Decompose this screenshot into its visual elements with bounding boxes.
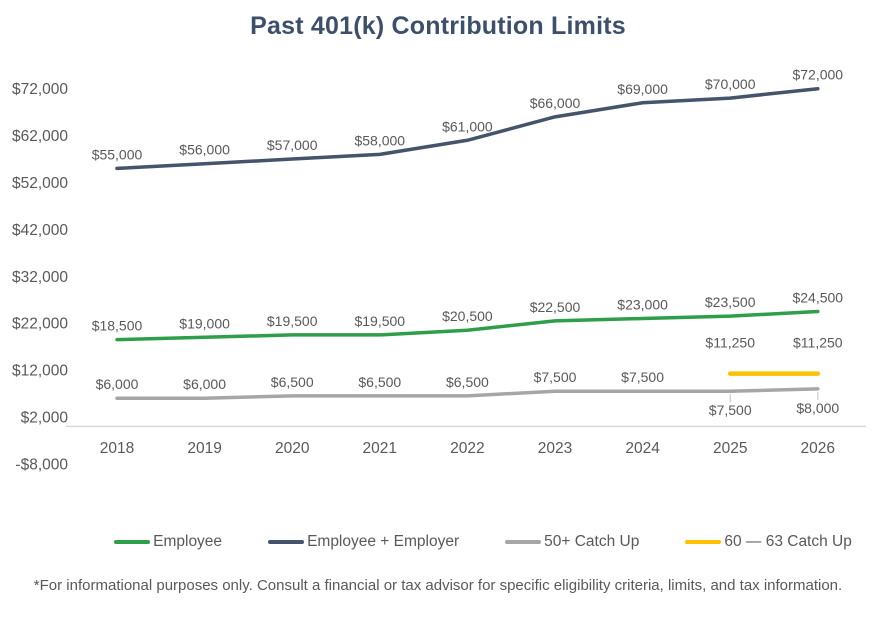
y-axis-tick-label: $22,000 (12, 316, 68, 333)
data-label-employee: $23,500 (705, 294, 756, 310)
legend-swatch-catch_up_50 (505, 540, 542, 544)
y-axis-tick-label: $12,000 (12, 363, 68, 380)
data-label-employee_employer: $72,000 (792, 67, 843, 83)
data-label-employee_employer: $58,000 (354, 132, 405, 148)
x-axis-tick-label: 2022 (450, 440, 484, 457)
legend-item-employee: Employee (114, 533, 222, 551)
y-axis-tick-label: $2,000 (21, 410, 69, 427)
x-axis-tick-label: 2019 (187, 440, 221, 457)
data-label-catch_up_50: $7,500 (709, 402, 752, 418)
data-label-catch_up_50: $6,000 (96, 376, 139, 392)
data-label-catch_up_50: $6,500 (446, 374, 489, 390)
data-label-employee_employer: $66,000 (530, 95, 581, 111)
data-label-employee: $22,500 (530, 299, 581, 315)
legend-label-employee: Employee (153, 533, 223, 550)
chart-legend: Employee Employee + Employer 50+ Catch Up 6… (90, 531, 876, 553)
legend-label-employee_employer: Employee + Employer (307, 533, 460, 550)
legend-label-catch_up_60_63: 60 — 63 Catch Up (724, 533, 852, 550)
y-axis-tick-label: $42,000 (12, 222, 68, 239)
data-label-employee_employer: $61,000 (442, 118, 493, 134)
legend-swatch-catch_up_60_63 (685, 540, 722, 544)
data-label-employee: $23,000 (617, 297, 668, 313)
x-axis-tick-label: 2018 (100, 440, 134, 457)
data-label-employee_employer: $57,000 (267, 137, 318, 153)
data-label-employee_employer: $70,000 (705, 76, 756, 92)
data-label-employee_employer: $55,000 (92, 146, 143, 162)
data-label-catch_up_60_63: $11,250 (793, 335, 843, 351)
legend-swatch-employee_employer (268, 540, 305, 544)
legend-item-catch_up_60_63: 60 — 63 Catch Up (685, 533, 852, 551)
legend-item-catch_up_50: 50+ Catch Up (505, 533, 639, 551)
y-axis-tick-label: $72,000 (12, 81, 68, 98)
y-axis-tick-label: $62,000 (12, 128, 68, 145)
data-label-employee: $20,500 (442, 308, 493, 324)
data-label-employee_employer: $69,000 (617, 81, 668, 97)
data-label-employee: $18,500 (92, 318, 143, 334)
x-axis-tick-label: 2025 (713, 440, 747, 457)
data-label-employee: $19,500 (354, 313, 405, 329)
data-label-employee: $19,000 (179, 315, 230, 331)
x-axis-tick-label: 2026 (801, 440, 835, 457)
series-line-employee_employer (115, 86, 820, 171)
data-label-catch_up_60_63: $11,250 (705, 335, 755, 351)
legend-swatch-employee (114, 540, 151, 544)
y-axis-tick-label: $32,000 (12, 269, 68, 286)
y-axis-tick-label: $52,000 (12, 175, 68, 192)
data-label-catch_up_50: $6,500 (358, 374, 401, 390)
series-line-employee (115, 309, 820, 342)
data-label-catch_up_50: $7,500 (621, 369, 664, 385)
data-label-employee_employer: $56,000 (179, 142, 230, 158)
series-line-catch_up_50 (115, 387, 820, 400)
data-label-catch_up_50: $8,000 (796, 400, 839, 416)
legend-item-employee_employer: Employee + Employer (268, 533, 459, 551)
x-axis-tick-label: 2024 (625, 440, 660, 457)
x-axis-tick-label: 2023 (538, 440, 572, 457)
data-label-catch_up_50: $7,500 (534, 369, 577, 385)
chart-title: Past 401(k) Contribution Limits (250, 12, 626, 40)
data-label-catch_up_50: $6,500 (271, 374, 314, 390)
y-axis-tick-label: -$8,000 (15, 456, 68, 473)
data-label-employee: $24,500 (792, 289, 843, 305)
data-label-employee: $19,500 (267, 313, 318, 329)
x-axis-tick-label: 2021 (363, 440, 397, 457)
footnote: *For informational purposes only. Consul… (33, 577, 843, 594)
x-axis-tick-label: 2020 (275, 440, 310, 457)
data-label-catch_up_50: $6,000 (183, 376, 226, 392)
legend-label-catch_up_50: 50+ Catch Up (544, 533, 640, 550)
